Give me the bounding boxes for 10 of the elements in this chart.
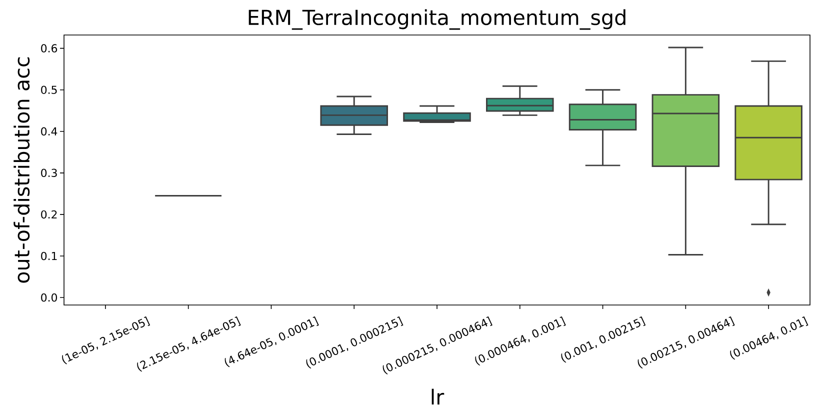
y-tick-label: 0.0 xyxy=(41,293,58,302)
y-tick-label: 0.3 xyxy=(41,168,57,178)
y-tick-label: 0.2 xyxy=(41,210,57,219)
y-tick-label: 0.4 xyxy=(41,127,58,136)
y-tick-label: 0.1 xyxy=(41,252,57,260)
y-tick-label: 0.5 xyxy=(41,86,57,94)
y-axis-title: out-of-distribution acc xyxy=(14,57,30,283)
chart-title: ERM_TerraIncognita_momentum_sgd xyxy=(248,9,626,30)
x-axis-title: lr xyxy=(432,388,444,404)
y-tick-label: 0.6 xyxy=(41,44,58,52)
